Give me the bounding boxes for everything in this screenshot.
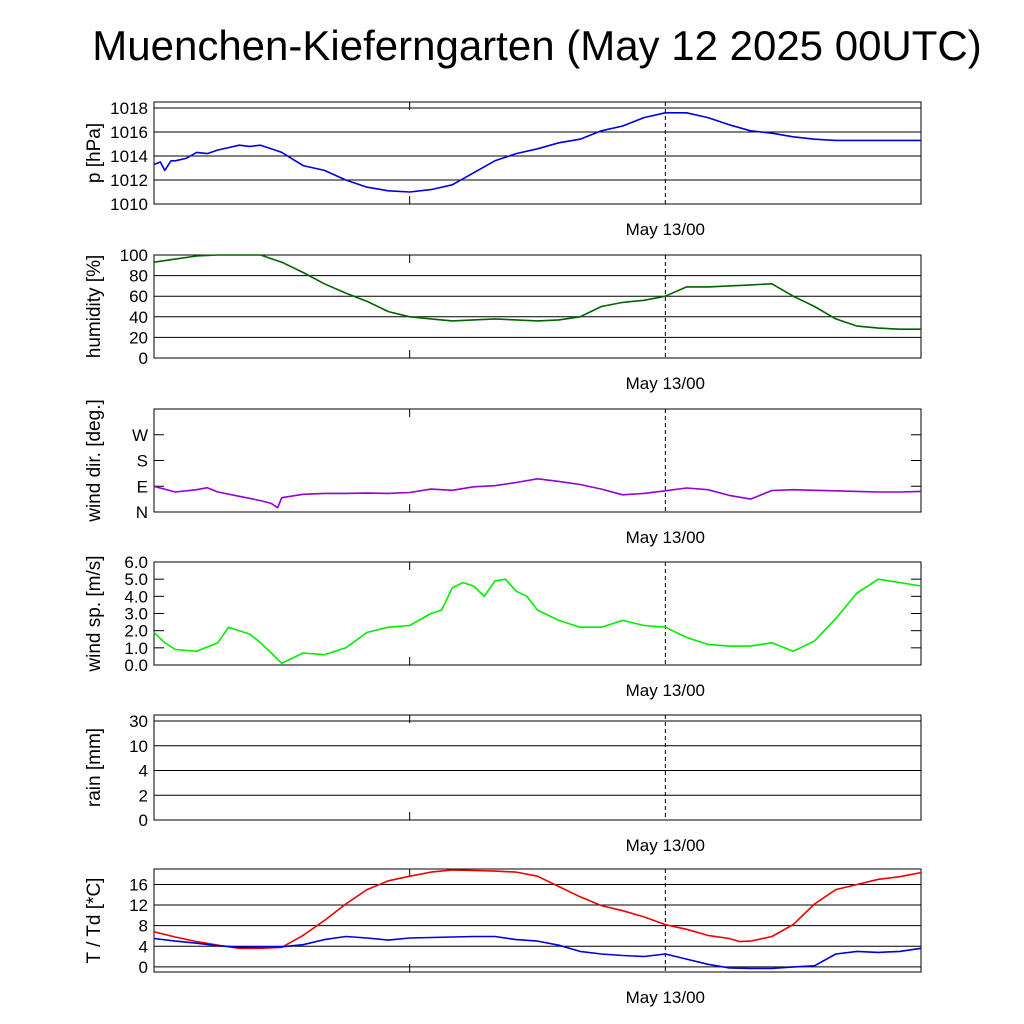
series-line-wind_speed [153, 578, 922, 665]
y-axis-label: T / Td [*C] [84, 878, 105, 964]
y-tick-label: W [132, 426, 148, 445]
x-tick-label: May 13/00 [626, 681, 705, 700]
y-tick-label: 12 [129, 896, 148, 915]
y-tick-label: 4.0 [124, 587, 148, 606]
y-tick-label: 0.0 [124, 656, 148, 675]
y-tick-label: 1010 [110, 195, 148, 214]
y-tick-label: 30 [129, 712, 148, 731]
y-tick-label: 0 [139, 958, 148, 977]
y-axis-label: rain [mm] [84, 728, 105, 807]
y-tick-label: 16 [129, 875, 148, 894]
x-tick-label: May 13/00 [626, 528, 705, 547]
series-line-pressure [153, 112, 921, 193]
y-tick-label: 1018 [110, 99, 148, 118]
y-axis-label: humidity [%] [84, 255, 105, 358]
y-tick-label: 3.0 [124, 605, 148, 624]
y-tick-label: 20 [129, 328, 148, 347]
y-axis-label: p [hPa] [84, 123, 105, 183]
panel-frame [153, 561, 922, 666]
panel-frame [153, 101, 922, 205]
y-tick-label: 1012 [110, 171, 148, 190]
panel-frame [153, 714, 922, 821]
y-tick-label: 10 [129, 737, 148, 756]
y-tick-label: 8 [139, 917, 148, 936]
y-tick-label: 6.0 [124, 553, 148, 572]
y-tick-label: 0 [139, 811, 148, 830]
y-tick-label: 60 [129, 287, 148, 306]
y-tick-label: E [137, 477, 148, 496]
series-line-humidity [153, 254, 921, 331]
x-tick-label: May 13/00 [626, 988, 705, 1007]
y-tick-label: 1014 [110, 147, 148, 166]
y-tick-label: 1.0 [124, 639, 148, 658]
y-axis-label: wind dir. [deg.] [84, 399, 105, 523]
y-tick-label: 4 [139, 937, 148, 956]
chart-title: Muenchen-Kieferngarten (May 12 2025 00UT… [92, 22, 982, 69]
panel-frame [153, 254, 922, 359]
y-tick-label: 100 [120, 246, 148, 265]
x-tick-label: May 13/00 [626, 836, 705, 855]
panel-frame [153, 868, 922, 973]
y-tick-label: 0 [139, 349, 148, 368]
series-line-temperature [153, 869, 922, 950]
y-tick-label: 80 [129, 267, 148, 286]
y-tick-label: 40 [129, 308, 148, 327]
x-tick-label: May 13/00 [626, 220, 705, 239]
series-line-dewpoint [153, 935, 922, 970]
y-tick-label: 5.0 [124, 570, 148, 589]
y-tick-label: S [137, 452, 148, 471]
y-tick-label: 2 [139, 786, 148, 805]
y-tick-label: 4 [139, 762, 148, 781]
series-line-wind_dir [153, 477, 922, 509]
y-axis-label: wind sp. [m/s] [84, 555, 105, 672]
y-tick-label: 1016 [110, 123, 148, 142]
y-tick-label: N [136, 503, 148, 522]
panel-frame [153, 408, 922, 513]
x-tick-label: May 13/00 [626, 374, 705, 393]
y-tick-label: 2.0 [124, 622, 148, 641]
